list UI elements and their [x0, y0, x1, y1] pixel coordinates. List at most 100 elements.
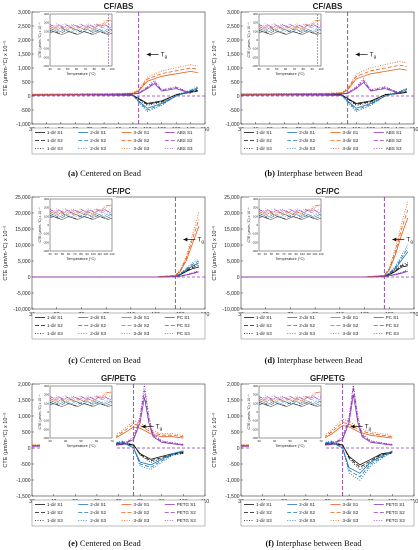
- panel-a: CF/ABS30405060708090100110120130140150-1…: [2, 2, 209, 155]
- tg-arrowhead: [183, 237, 188, 242]
- y-tick-label: 0: [28, 446, 31, 452]
- inset-y-tick-label: 0: [256, 223, 258, 227]
- inset-y-tick-label: -300: [252, 436, 258, 440]
- inset-x-label: Temperature (°C): [275, 257, 305, 261]
- series-line-2-dir-s1-rep2: [32, 260, 199, 278]
- inset-x-tick-label: 50: [270, 252, 274, 256]
- y-tick-label: -10,000: [14, 307, 31, 313]
- inset-background: [249, 197, 325, 263]
- inset-background: [249, 12, 325, 78]
- inset-x-tick-label: 30: [257, 67, 261, 71]
- inset-series-line: [258, 209, 322, 213]
- inset-y-tick-label: -300: [43, 436, 49, 440]
- panel-e: GF/PETG30405060708090100110-1,500-1,000-…: [2, 374, 209, 527]
- legend-label: 1-dir S3: [47, 146, 63, 151]
- inset-y-tick-label: -100: [252, 47, 258, 51]
- legend-label: 2-dir S1: [90, 502, 106, 507]
- y-tick-label: 1,000: [227, 66, 240, 72]
- y-tick-label: 0: [237, 446, 240, 452]
- series-line-1-dir-s1-rep2: [241, 263, 408, 278]
- inset-series-line: [49, 214, 113, 218]
- chart-title: CF/ABS: [104, 2, 134, 11]
- legend-label: 1-dir S2: [47, 510, 63, 515]
- inset-y-tick-label: 100: [253, 401, 258, 405]
- y-tick-label: -500: [20, 108, 30, 114]
- y-tick-label: 2,500: [18, 24, 31, 30]
- legend-label: 1-dir S1: [47, 502, 63, 507]
- inset-x-tick-label: 120: [103, 252, 108, 256]
- legend-label: PC S2: [177, 323, 191, 328]
- plot-frame: [31, 196, 206, 310]
- y-tick-label: 1,500: [227, 52, 240, 58]
- legend-label: ABS S1: [177, 130, 193, 135]
- inset-x-label: Temperature (°C): [66, 72, 96, 76]
- inset-x-tick-label: 30: [48, 67, 52, 71]
- y-tick-label: 10,000: [15, 243, 31, 249]
- inset-x-tick-label: 110: [306, 252, 311, 256]
- series-line-3-dir-s1-rep1: [31, 70, 198, 95]
- series-line-1-dir-s1-rep3: [241, 262, 408, 278]
- y-tick-label: 1,500: [227, 398, 240, 404]
- inset-series-line: [258, 390, 322, 401]
- series-line-3-dir-s1-rep2: [31, 423, 184, 446]
- legend-label: PC S1: [177, 315, 191, 320]
- inset-series-line: [258, 203, 322, 214]
- legend-label: 3-dir S1: [343, 130, 359, 135]
- inset-y-tick-label: -100: [43, 47, 49, 51]
- tg-arrowhead: [146, 52, 151, 57]
- legend-label: 1-dir S2: [256, 323, 272, 328]
- legend-label: PC S3: [386, 331, 400, 336]
- inset-x-tick-label: 90: [310, 67, 314, 71]
- legend-box: [240, 312, 415, 340]
- tg-sub: g: [410, 239, 413, 244]
- inset-x-tick-label: 40: [64, 439, 68, 443]
- y-tick-label: 0: [237, 275, 240, 281]
- legend-label: PETG S1: [386, 502, 406, 507]
- inset-y-tick-label: 0: [47, 38, 49, 42]
- inset-y-tick-label: 100: [253, 214, 258, 218]
- caption-f: (f) Interphase between Bead: [265, 538, 362, 548]
- y-tick-label: 10,000: [224, 243, 240, 249]
- inset-x-tick-label: 130: [109, 252, 114, 256]
- y-tick-label: 5,000: [227, 259, 240, 265]
- inset-x-tick-label: 80: [288, 252, 292, 256]
- inset-series-line: [49, 392, 113, 403]
- y-tick-label: -1,000: [16, 122, 30, 128]
- inset-x-tick-label: 100: [109, 67, 114, 71]
- inset-y-tick-label: -300: [43, 249, 49, 253]
- series-line-2-dir-s1-rep3: [240, 440, 393, 481]
- inset-y-tick-label: -100: [43, 419, 49, 423]
- legend-label: 1-dir S1: [47, 130, 63, 135]
- inset-y-label: CTE (μm/m-°C) x 10⁻⁶: [247, 22, 251, 58]
- legend-label: 2-dir S1: [90, 315, 106, 320]
- tg-label: Tg: [370, 52, 377, 60]
- legend-label: 1-dir S2: [47, 138, 63, 143]
- inset-y-tick-label: -100: [43, 232, 49, 236]
- legend-label: 2-dir S3: [90, 146, 106, 151]
- legend-label: 3-dir S2: [134, 138, 150, 143]
- plot-frame: [240, 196, 415, 310]
- y-tick-label: 25,000: [15, 195, 31, 201]
- y-tick-label: 1,000: [18, 414, 31, 420]
- y-tick-label: -500: [229, 462, 239, 468]
- legend-label: 3-dir S2: [343, 323, 359, 328]
- y-tick-label: 20,000: [224, 211, 240, 217]
- inset-y-tick-label: 300: [253, 384, 258, 388]
- inset-frame: [258, 13, 322, 67]
- inset-series-line: [49, 18, 113, 29]
- tg-arrowhead: [141, 424, 146, 429]
- legend-label: 1-dir S1: [256, 130, 272, 135]
- inset-frame: [258, 198, 322, 252]
- inset-background: [40, 197, 116, 263]
- inset-y-tick-label: 300: [44, 197, 49, 201]
- caption-d: (d) Interphase between Bead: [264, 355, 363, 365]
- legend-box: [31, 312, 206, 340]
- inset-y-tick-label: -100: [252, 419, 258, 423]
- y-tick-label: -1,500: [16, 494, 30, 500]
- inset-x-tick-label: 50: [79, 439, 83, 443]
- inset-background: [40, 384, 116, 450]
- y-tick-label: -500: [20, 462, 30, 468]
- y-tick-label: 5,000: [18, 259, 31, 265]
- legend-label: ABS S2: [386, 138, 402, 143]
- tg-label: Tg: [406, 237, 413, 245]
